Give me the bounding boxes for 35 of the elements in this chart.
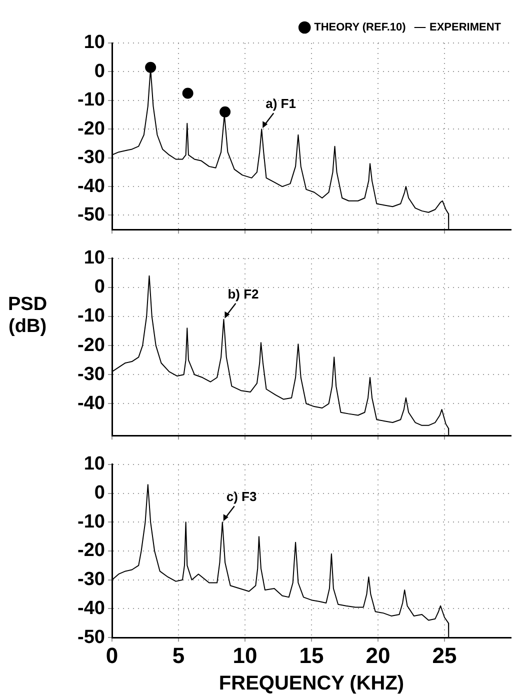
legend-label: THEORY (REF.10) [314, 22, 406, 34]
point [145, 62, 156, 73]
x-tick-label: 20 [366, 642, 390, 668]
y-tick-label: -40 [78, 392, 105, 414]
y-tick-label: -30 [78, 364, 105, 385]
x-tick-label: 25 [432, 642, 457, 668]
y-tick-label: 10 [84, 248, 105, 269]
y-tick-label: -50 [78, 204, 105, 226]
y-tick-label: -20 [78, 540, 105, 562]
point [182, 88, 194, 99]
x-axis-title: FREQUENCY (KHZ) [218, 672, 404, 695]
y-tick-label: -20 [78, 118, 105, 140]
y-tick-label: -10 [78, 511, 105, 532]
y-tick-label: -40 [78, 598, 105, 619]
y-tick-label: 10 [84, 32, 105, 54]
y-tick-label: -20 [78, 334, 105, 356]
y-tick-label: 10 [84, 454, 105, 475]
annotation: a) F1 [266, 96, 296, 112]
annotation: b) F2 [228, 286, 259, 302]
y-axis-title: PSD (dB) [8, 294, 48, 338]
x-tick-label: 15 [299, 642, 324, 668]
x-tick-label: 10 [232, 642, 258, 668]
y-tick-label: -30 [78, 569, 105, 590]
y-tick-label: -30 [78, 147, 105, 168]
point [220, 106, 231, 118]
annotation: c) F3 [226, 489, 257, 504]
y-tick-label: 0 [94, 60, 105, 82]
y-tick-label: -50 [78, 626, 105, 648]
legend-label: EXPERIMENT [429, 22, 502, 34]
y-tick-label: -10 [78, 306, 105, 327]
y-tick-label: -40 [78, 176, 105, 197]
y-tick-label: 0 [94, 276, 105, 298]
x-tick-label: 5 [172, 642, 185, 668]
y-tick-label: -10 [78, 90, 105, 111]
y-tick-label: 0 [94, 482, 105, 504]
